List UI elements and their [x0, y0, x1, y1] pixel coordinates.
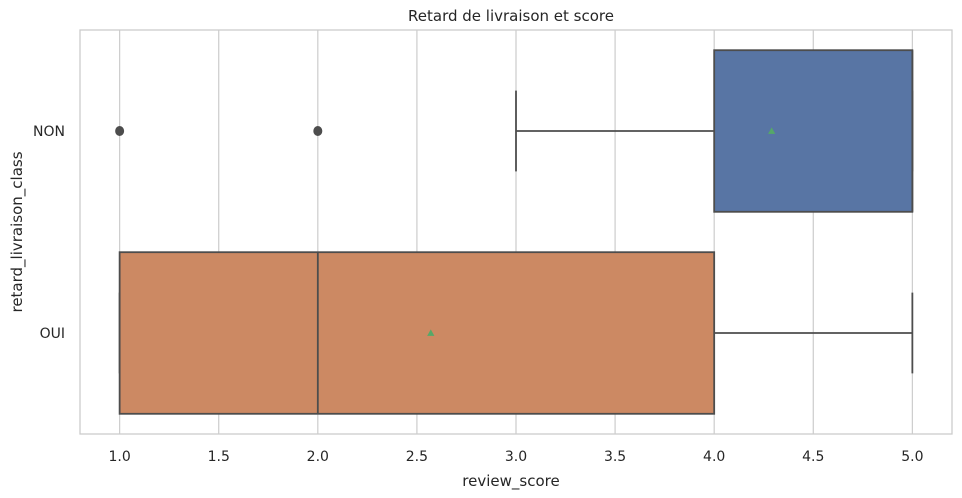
box-iqr [118, 251, 716, 415]
x-tick-label: 3.0 [505, 449, 527, 465]
y-tick-label: OUI [40, 326, 65, 342]
y-axis-label: retard_livraison_class [8, 151, 27, 312]
x-tick-label: 2.5 [406, 449, 428, 465]
x-tick-label: 1.0 [109, 449, 131, 465]
chart-title: Retard de livraison et score [408, 7, 614, 25]
x-tick-label: 5.0 [901, 449, 923, 465]
tick-layer: 1.0 1.5 2.0 2.5 3.0 3.5 4.0 4.5 5.0 NON OUI [33, 124, 923, 465]
x-tick-label: 1.5 [208, 449, 230, 465]
mean-marker [768, 127, 776, 134]
x-tick-label: 3.5 [604, 449, 626, 465]
x-tick-label: 4.5 [802, 449, 824, 465]
x-tick-label: 2.0 [307, 449, 329, 465]
x-tick-label: 4.0 [703, 449, 725, 465]
box-group-non [115, 49, 914, 213]
box-layer [115, 49, 914, 415]
y-tick-label: NON [33, 124, 65, 140]
box-group-oui [118, 251, 914, 415]
outlier-point [313, 126, 323, 136]
box-iqr [713, 49, 914, 213]
outlier-point [115, 126, 125, 136]
mean-marker [427, 329, 435, 336]
plot-frame [79, 29, 953, 435]
x-axis-label: review_score [462, 472, 559, 491]
